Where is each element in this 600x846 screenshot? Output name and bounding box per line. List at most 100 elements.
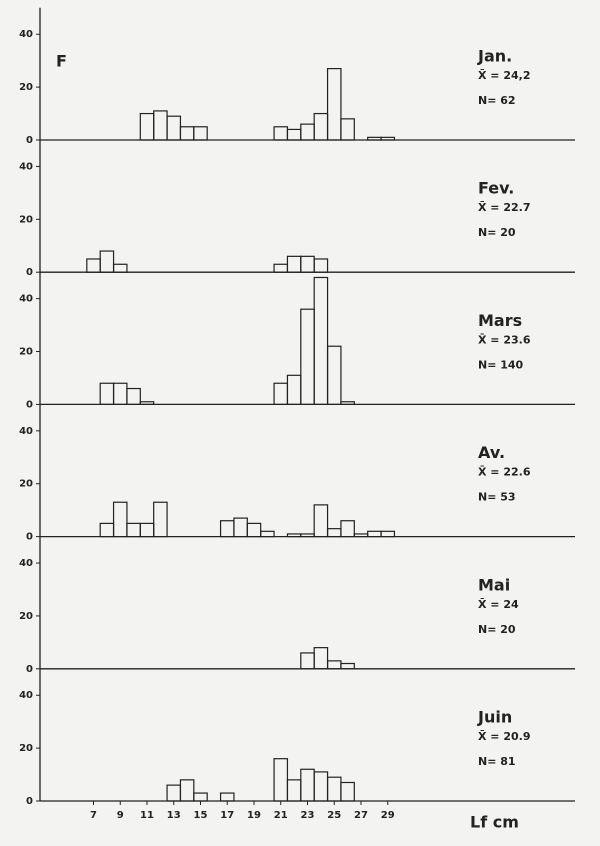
mean-label: X̄ = 22.6: [478, 466, 531, 479]
y-tick-label: 20: [19, 82, 33, 93]
y-tick-label: 40: [19, 426, 33, 437]
x-tick-label: 25: [327, 810, 341, 821]
panel-title: Fev.: [478, 179, 514, 198]
bar: [313, 771, 329, 802]
y-tick-label: 40: [19, 294, 33, 305]
x-tick-label: 17: [220, 810, 234, 821]
bar: [273, 263, 289, 273]
bar: [300, 123, 315, 141]
bar: [340, 520, 355, 538]
bar: [179, 126, 195, 141]
y-tick-label: 0: [26, 796, 33, 807]
n-label: N= 20: [478, 623, 516, 636]
panel-title: Av.: [478, 443, 505, 462]
bar: [179, 779, 195, 802]
bar: [219, 520, 235, 538]
bar: [273, 758, 289, 802]
panel-title: Mai: [478, 575, 510, 594]
n-label: N= 20: [478, 226, 516, 239]
bar: [340, 781, 355, 802]
bar: [340, 118, 355, 141]
y-tick-label: 20: [19, 611, 33, 622]
bar: [313, 258, 329, 273]
x-tick-label: 9: [117, 810, 124, 821]
bar: [99, 382, 115, 405]
n-label: N= 62: [478, 94, 516, 107]
bar: [300, 308, 315, 406]
y-tick-label: 40: [19, 558, 33, 569]
y-tick-label: 40: [19, 29, 33, 40]
bar: [112, 501, 128, 538]
x-tick-label: 19: [247, 810, 261, 821]
bar: [326, 528, 342, 538]
x-tick-label: 11: [140, 810, 154, 821]
n-label: N= 81: [478, 755, 516, 768]
n-label: N= 53: [478, 491, 516, 504]
n-label: N= 140: [478, 358, 524, 371]
bar: [367, 136, 382, 141]
bar: [193, 792, 208, 802]
bar: [126, 522, 141, 538]
bar: [112, 263, 128, 273]
y-tick-label: 0: [26, 399, 33, 410]
y-axis-label: F: [56, 52, 67, 71]
bar: [286, 533, 302, 538]
bar: [286, 128, 302, 141]
y-tick-label: 0: [26, 135, 33, 146]
bar: [340, 401, 355, 406]
bar: [139, 401, 155, 406]
bar: [326, 68, 342, 141]
bar: [86, 258, 101, 273]
bar: [273, 382, 289, 405]
bar: [233, 517, 248, 538]
mean-label: X̄ = 20.9: [478, 730, 531, 743]
x-tick-label: 7: [90, 810, 97, 821]
mean-label: X̄ = 24,2: [478, 69, 531, 82]
x-tick-label: 13: [167, 810, 181, 821]
bar: [380, 136, 396, 141]
bar: [286, 374, 302, 406]
bar: [139, 112, 155, 141]
bar: [286, 255, 302, 273]
bar: [99, 522, 115, 538]
x-tick-label: 27: [354, 810, 368, 821]
bar: [166, 115, 182, 141]
y-tick-label: 20: [19, 214, 33, 225]
bar: [166, 784, 182, 802]
bar: [380, 530, 396, 538]
bar: [300, 652, 315, 670]
y-tick-label: 20: [19, 743, 33, 754]
bar: [153, 501, 168, 538]
bar: [300, 768, 315, 802]
y-tick-label: 40: [19, 161, 33, 172]
bar: [219, 792, 235, 802]
bar: [260, 530, 275, 538]
bar: [300, 533, 315, 538]
bar: [300, 255, 315, 273]
x-tick-label: 29: [381, 810, 395, 821]
bar: [313, 647, 329, 670]
x-tick-label: 23: [301, 810, 315, 821]
y-tick-label: 0: [26, 267, 33, 278]
bar: [126, 387, 141, 406]
bar: [367, 530, 382, 538]
bar: [153, 110, 168, 141]
mean-label: X̄ = 22.7: [478, 201, 531, 214]
mean-label: X̄ = 23.6: [478, 333, 531, 346]
panel-title: Juin: [477, 708, 512, 727]
mean-label: X̄ = 24: [478, 598, 519, 611]
y-tick-label: 20: [19, 347, 33, 358]
y-tick-label: 0: [26, 532, 33, 543]
y-tick-label: 20: [19, 479, 33, 490]
x-tick-label: 21: [274, 810, 288, 821]
bar: [193, 126, 208, 141]
bar: [313, 276, 329, 406]
x-tick-label: 15: [194, 810, 208, 821]
bar: [286, 779, 302, 802]
bar: [326, 660, 342, 670]
bar: [326, 776, 342, 802]
bar: [313, 504, 329, 538]
bar: [273, 126, 289, 141]
